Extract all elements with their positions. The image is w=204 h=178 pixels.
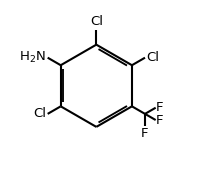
Text: H$_2$N: H$_2$N bbox=[19, 50, 46, 65]
Text: F: F bbox=[156, 101, 164, 114]
Text: F: F bbox=[141, 127, 149, 140]
Text: Cl: Cl bbox=[90, 15, 103, 28]
Text: Cl: Cl bbox=[33, 107, 46, 120]
Text: F: F bbox=[156, 114, 164, 127]
Text: Cl: Cl bbox=[146, 51, 159, 64]
